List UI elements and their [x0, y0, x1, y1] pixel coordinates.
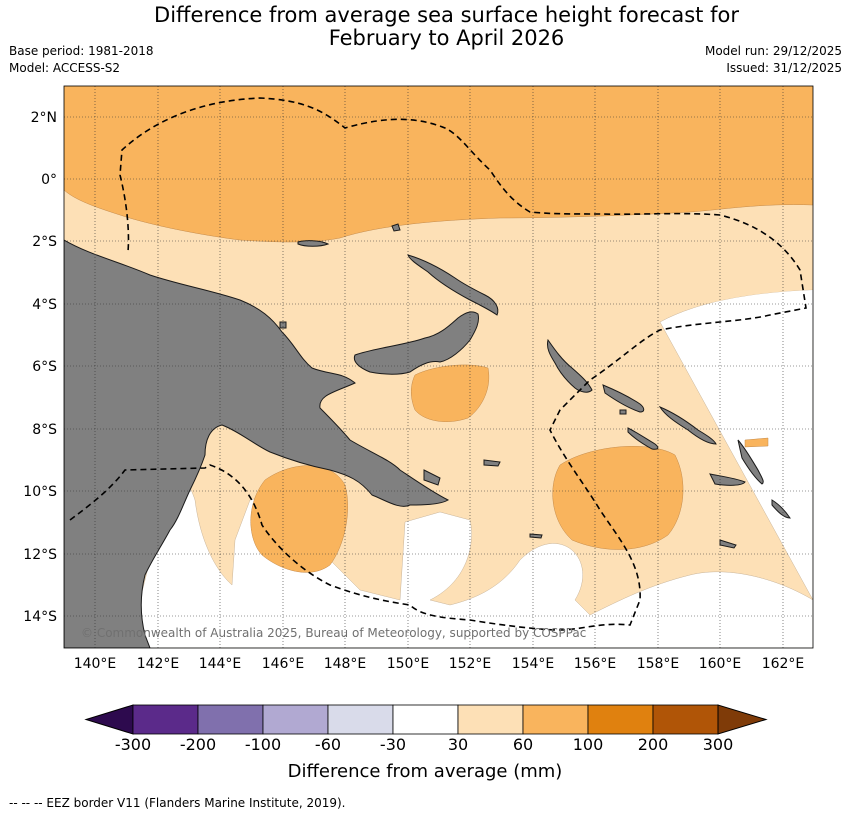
land-solomon-2	[658, 405, 717, 445]
colorbar	[84, 704, 768, 735]
cbar-tick-label: 60	[512, 735, 534, 754]
title-line-1: Difference from average sea surface heig…	[154, 3, 739, 27]
cbar-segment	[197, 704, 264, 735]
cbar-segment	[132, 704, 199, 735]
copyright-notice: © Commonwealth of Australia 2025, Bureau…	[81, 626, 586, 640]
lon-label: 144°E	[199, 656, 242, 672]
model-name: Model: ACCESS-S2	[9, 61, 121, 75]
land-bougainville	[547, 338, 593, 393]
land-solomon-4	[627, 427, 659, 450]
cbar-segment	[327, 704, 394, 735]
land-islet-1	[423, 469, 441, 486]
model-run: Model run: 29/12/2025	[704, 44, 842, 58]
lon-label: 146°E	[262, 656, 305, 672]
issued-date: Issued: 31/12/2025	[726, 61, 842, 75]
lat-label: 6°S	[32, 359, 57, 375]
lon-label: 154°E	[512, 656, 555, 672]
land-solomon-3	[737, 439, 764, 485]
land-islet-4	[619, 409, 627, 415]
cbar-tick-label: -300	[114, 735, 152, 754]
cbar-segment	[652, 704, 719, 735]
land-masses	[64, 223, 791, 648]
colorbar-title: Difference from average (mm)	[287, 761, 563, 782]
land-new-ireland	[407, 254, 499, 316]
ssh-60-100-blob-1	[250, 465, 348, 573]
lon-label: 156°E	[574, 656, 617, 672]
lat-label: 0°	[41, 172, 57, 188]
land-solomon-5	[709, 473, 746, 486]
land-new-guinea	[64, 239, 450, 648]
lat-label: 12°S	[23, 547, 57, 563]
ssh-60-100-blob-3	[552, 446, 684, 550]
lat-label: 2°N	[31, 110, 57, 126]
map-area	[64, 86, 813, 648]
cbar-tick-label: 300	[702, 735, 734, 754]
lon-label: 158°E	[637, 656, 680, 672]
cbar-tick-label: 200	[637, 735, 669, 754]
land-rossel	[529, 533, 543, 539]
land-manus	[297, 240, 330, 247]
land-new-britain	[353, 311, 479, 375]
ssh-60-100-north	[64, 86, 813, 243]
cbar-tick-label: -60	[314, 735, 342, 754]
cbar-tick-label: -100	[244, 735, 282, 754]
cbar-extend-high	[717, 704, 768, 735]
graticule	[64, 86, 813, 648]
cbar-segment	[262, 704, 329, 735]
meta-right: Model run: 29/12/2025 Issued: 31/12/2025	[705, 43, 842, 77]
lon-axis: 140°E 142°E 144°E 146°E 148°E 150°E 152°…	[74, 656, 805, 672]
cbar-segment	[587, 704, 654, 735]
cbar-tick-label: -30	[379, 735, 407, 754]
cbar-tick-label: 100	[572, 735, 604, 754]
ssh-60-100-blob-2	[411, 364, 490, 422]
cbar-segment	[457, 704, 524, 735]
base-period: Base period: 1981-2018	[9, 44, 154, 58]
lat-label: 2°S	[32, 234, 57, 250]
lon-label: 162°E	[762, 656, 805, 672]
lat-label: 10°S	[23, 484, 57, 500]
eez-border	[69, 97, 807, 631]
lon-label: 140°E	[74, 656, 117, 672]
land-solomon-1	[602, 384, 645, 413]
ssh-neutral-region-north	[662, 290, 813, 340]
lon-label: 142°E	[137, 656, 180, 672]
map-title: Difference from average sea surface heig…	[0, 4, 850, 50]
cbar-tick-label: 30	[447, 735, 469, 754]
lat-label: 14°S	[23, 609, 57, 625]
lon-label: 160°E	[699, 656, 742, 672]
lon-label: 152°E	[449, 656, 492, 672]
map-frame	[63, 85, 814, 649]
land-islet-2	[483, 459, 501, 467]
lat-label: 4°S	[32, 297, 57, 313]
meta-left: Base period: 1981-2018 Model: ACCESS-S2	[9, 43, 154, 77]
eez-legend: -- -- -- EEZ border V11 (Flanders Marine…	[9, 796, 346, 810]
lat-label: 8°S	[32, 422, 57, 438]
cbar-segment	[522, 704, 589, 735]
ssh-60-100-blob-4	[744, 437, 769, 448]
title-line-2: February to April 2026	[328, 26, 565, 50]
lon-label: 150°E	[387, 656, 430, 672]
land-islet-5	[719, 539, 737, 549]
lon-label: 148°E	[324, 656, 367, 672]
lat-axis: 2°N 0° 2°S 4°S 6°S 8°S 10°S 12°S 14°S	[23, 110, 57, 625]
land-solomon-6	[771, 499, 791, 519]
cbar-extend-low	[84, 704, 134, 735]
land-islet-3	[279, 321, 287, 329]
cbar-tick-label: -200	[179, 735, 217, 754]
land-mussau	[391, 223, 401, 232]
cbar-segment	[392, 704, 459, 735]
